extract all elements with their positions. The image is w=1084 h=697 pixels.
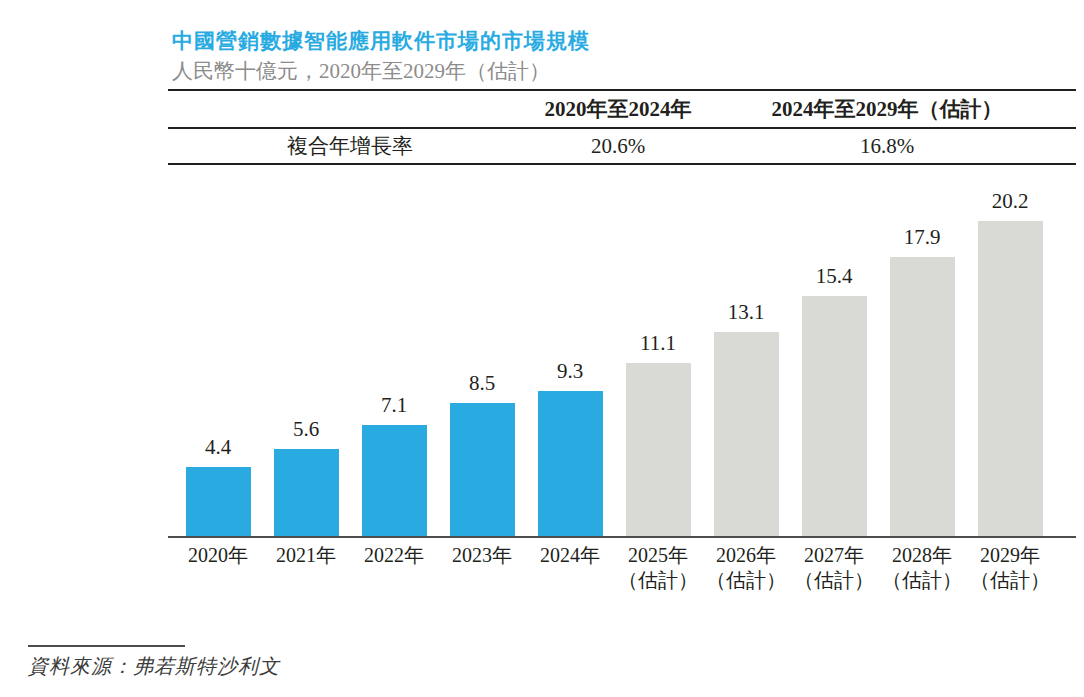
bar-2023年: [450, 403, 515, 536]
x-axis-labels: 2020年2021年2022年2023年2024年2025年（估計）2026年（…: [174, 543, 1054, 593]
bar-value-label: 7.1: [381, 393, 407, 418]
cagr-value-2024-2029: 16.8%: [758, 134, 1076, 159]
x-axis-label-year: 2025年: [614, 543, 702, 568]
cagr-table: 2020年至2024年 2024年至2029年（估計） 複合年增長率 20.6%…: [168, 89, 1076, 165]
x-axis-label-year: 2021年: [262, 543, 350, 568]
bar-slot-2021年: 5.6: [262, 417, 350, 536]
cagr-value-2020-2024: 20.6%: [478, 134, 758, 159]
bar-2027年: [802, 296, 867, 536]
bar-2025年: [626, 363, 691, 536]
bar-value-label: 15.4: [816, 264, 853, 289]
x-axis-label-year: 2029年: [966, 543, 1054, 568]
x-axis-label-estimate-note: （估計）: [790, 568, 878, 593]
x-axis-label-2023年: 2023年: [438, 543, 526, 593]
x-axis-label-year: 2023年: [438, 543, 526, 568]
cagr-row-label: 複合年增長率: [168, 132, 478, 160]
bar-value-label: 17.9: [904, 225, 941, 250]
bar-2026年: [714, 332, 779, 536]
x-axis-label-estimate-note: （估計）: [614, 568, 702, 593]
x-axis-label-estimate-note: （估計）: [966, 568, 1054, 593]
bar-value-label: 5.6: [293, 417, 319, 442]
x-axis-label-estimate-note: （估計）: [878, 568, 966, 593]
x-axis-label-year: 2024年: [526, 543, 614, 568]
x-axis-label-year: 2022年: [350, 543, 438, 568]
x-axis-label-2025年: 2025年（估計）: [614, 543, 702, 593]
bar-slot-2026年: 13.1: [702, 300, 790, 536]
bar-slot-2020年: 4.4: [174, 435, 262, 536]
bar-2022年: [362, 425, 427, 536]
x-axis-label-estimate-note: （估計）: [702, 568, 790, 593]
bar-value-label: 8.5: [469, 371, 495, 396]
bar-slot-2025年: 11.1: [614, 331, 702, 536]
cagr-table-header-row: 2020年至2024年 2024年至2029年（估計）: [168, 91, 1076, 129]
x-axis-label-2021年: 2021年: [262, 543, 350, 593]
bar-2021年: [274, 449, 339, 536]
bar-series: 4.45.67.18.59.311.113.115.417.920.2: [174, 193, 1054, 536]
bar-slot-2028年: 17.9: [878, 225, 966, 536]
cagr-header-2024-2029: 2024年至2029年（估計）: [758, 95, 1076, 123]
x-axis-label-2026年: 2026年（估計）: [702, 543, 790, 593]
x-axis-label-2028年: 2028年（估計）: [878, 543, 966, 593]
bar-slot-2024年: 9.3: [526, 359, 614, 536]
x-axis-label-2022年: 2022年: [350, 543, 438, 593]
bar-slot-2027年: 15.4: [790, 264, 878, 536]
cagr-header-2020-2024: 2020年至2024年: [478, 95, 758, 123]
chart-subtitle: 人民幣十億元，2020年至2029年（估計）: [172, 57, 550, 85]
bar-slot-2029年: 20.2: [966, 189, 1054, 536]
x-axis-label-year: 2020年: [174, 543, 262, 568]
bar-2029年: [978, 221, 1043, 536]
source-divider-line: [28, 645, 185, 647]
cagr-table-data-row: 複合年增長率 20.6% 16.8%: [168, 129, 1076, 165]
bar-value-label: 9.3: [557, 359, 583, 384]
x-axis-label-year: 2027年: [790, 543, 878, 568]
bar-chart-plot-area: 4.45.67.18.59.311.113.115.417.920.2: [168, 195, 1076, 538]
x-axis-label-2020年: 2020年: [174, 543, 262, 593]
x-axis-label-2029年: 2029年（估計）: [966, 543, 1054, 593]
bar-slot-2023年: 8.5: [438, 371, 526, 536]
document-page: 中國營銷數據智能應用軟件市場的市場規模 人民幣十億元，2020年至2029年（估…: [0, 0, 1084, 697]
x-axis-label-year: 2026年: [702, 543, 790, 568]
bar-2024年: [538, 391, 603, 536]
chart-title: 中國營銷數據智能應用軟件市場的市場規模: [172, 27, 590, 55]
bar-value-label: 20.2: [992, 189, 1029, 214]
bar-value-label: 4.4: [205, 435, 231, 460]
x-axis-label-year: 2028年: [878, 543, 966, 568]
bar-value-label: 13.1: [728, 300, 765, 325]
bar-value-label: 11.1: [640, 331, 676, 356]
bar-2020年: [186, 467, 251, 536]
x-axis-label-2027年: 2027年（估計）: [790, 543, 878, 593]
x-axis-label-2024年: 2024年: [526, 543, 614, 593]
bar-slot-2022年: 7.1: [350, 393, 438, 536]
bar-2028年: [890, 257, 955, 536]
source-note: 資料來源：弗若斯特沙利文: [28, 653, 280, 680]
